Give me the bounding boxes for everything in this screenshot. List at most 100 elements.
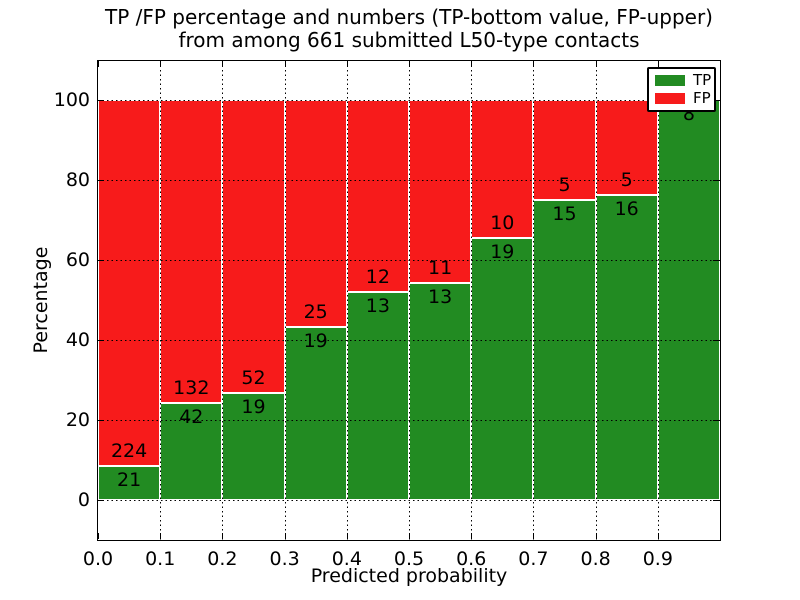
- horizontal-gridline: [98, 180, 720, 181]
- y-tick-mark-right: [713, 420, 719, 421]
- tp-bar-segment: [409, 283, 472, 500]
- horizontal-gridline: [98, 100, 720, 101]
- y-tick-mark: [98, 500, 104, 501]
- legend-entry-tp: TP: [655, 71, 712, 90]
- fp-count-label: 25: [303, 301, 328, 324]
- x-tick-label: 0.4: [331, 548, 362, 570]
- tp-bar-segment: [346, 292, 409, 500]
- y-tick-label: 0: [77, 489, 90, 511]
- horizontal-gridline: [98, 420, 720, 421]
- fp-count-label: 12: [365, 266, 390, 288]
- fp-count-label: 52: [241, 366, 266, 389]
- fp-bar-segment: [222, 100, 285, 393]
- tp-bar-segment: [98, 465, 161, 500]
- y-tick-label: 80: [65, 169, 90, 191]
- x-tick-mark-top: [222, 61, 224, 67]
- vertical-gridline: [657, 61, 659, 540]
- x-tick-mark-top: [595, 61, 597, 67]
- x-tick-label: 0.7: [518, 548, 549, 570]
- x-tick-label: 0.2: [207, 548, 238, 570]
- y-tick-mark-right: [713, 340, 719, 341]
- fp-bar-segment: [160, 100, 223, 404]
- vertical-gridline: [284, 61, 286, 540]
- tp-bar-segment: [533, 200, 596, 500]
- tp-bar-segment: [160, 403, 223, 500]
- y-tick-label: 60: [65, 249, 90, 271]
- x-tick-mark-top: [471, 61, 473, 67]
- legend-label-fp: FP: [693, 88, 711, 107]
- legend: TP FP: [647, 67, 716, 112]
- x-tick-mark: [471, 533, 473, 539]
- y-tick-mark-right: [713, 180, 719, 181]
- tp-bar-segment: [284, 327, 347, 500]
- x-tick-label: 0.0: [82, 548, 114, 570]
- x-tick-mark-top: [160, 61, 162, 67]
- fp-bar-segment: [98, 100, 161, 466]
- plot-area: 224 21 132 42 52 19 25 19 12 13 11 13 10 19 5 15 5 16 8: [97, 60, 721, 541]
- x-tick-mark-top: [346, 61, 348, 67]
- x-tick-label: 0.1: [145, 548, 176, 570]
- x-tick-label: 0.9: [642, 548, 673, 570]
- x-tick-mark-top: [409, 61, 410, 67]
- vertical-gridline: [533, 61, 535, 540]
- x-tick-mark: [98, 533, 99, 539]
- x-tick-mark-top: [98, 61, 99, 67]
- tp-count-label: 15: [552, 203, 577, 225]
- tp-count-label: 16: [614, 198, 639, 221]
- y-tick-mark: [98, 180, 104, 181]
- y-tick-mark-right: [713, 100, 719, 101]
- chart-title-line2: from among 661 submitted L50-type contac…: [178, 28, 640, 52]
- x-tick-label: 0.6: [456, 548, 487, 570]
- fp-count-label: 5: [558, 174, 571, 196]
- horizontal-gridline: [98, 340, 720, 341]
- y-tick-label: 40: [65, 329, 90, 351]
- fp-count-label: 224: [110, 439, 148, 462]
- vertical-gridline: [409, 61, 410, 540]
- x-tick-mark: [533, 533, 535, 539]
- tp-count-label: 19: [303, 330, 328, 353]
- fp-color-swatch: [655, 92, 685, 104]
- x-tick-mark: [222, 533, 224, 539]
- y-tick-label: 100: [53, 89, 90, 111]
- vertical-gridline: [346, 61, 348, 540]
- y-tick-mark-right: [713, 500, 719, 501]
- y-axis-label: Percentage: [30, 246, 52, 354]
- tp-bar-segment: [657, 100, 720, 500]
- legend-entry-fp: FP: [655, 88, 711, 107]
- vertical-gridline: [595, 61, 597, 540]
- fp-bar-segment: [409, 100, 472, 284]
- tp-color-swatch: [655, 75, 685, 87]
- horizontal-gridline: [98, 260, 720, 261]
- tp-count-label: 13: [428, 286, 453, 309]
- fp-count-label: 5: [620, 169, 633, 192]
- chart-title: TP /FP percentage and numbers (TP-bottom…: [98, 6, 720, 52]
- x-tick-mark-top: [533, 61, 535, 67]
- x-tick-mark: [595, 533, 597, 539]
- x-tick-mark: [346, 533, 348, 539]
- fp-bar-segment: [471, 100, 534, 238]
- tp-count-label: 13: [365, 295, 390, 317]
- y-tick-mark: [98, 340, 104, 341]
- fp-bar-segment: [284, 100, 347, 328]
- x-tick-label: 0.5: [393, 548, 425, 570]
- x-axis-label: Predicted probability: [310, 565, 508, 587]
- fp-count-label: 10: [490, 211, 515, 234]
- tp-count-label: 21: [117, 468, 142, 491]
- y-tick-mark: [98, 260, 104, 261]
- legend-label-tp: TP: [693, 71, 712, 90]
- fp-count-label: 132: [173, 377, 210, 400]
- y-tick-mark: [98, 100, 104, 101]
- tp-count-label: 19: [241, 395, 266, 418]
- x-tick-mark: [657, 533, 659, 539]
- x-tick-mark: [284, 533, 286, 539]
- chart-title-line1: TP /FP percentage and numbers (TP-bottom…: [105, 5, 713, 29]
- x-tick-label: 0.3: [269, 548, 300, 570]
- y-tick-mark-right: [713, 260, 719, 261]
- fp-count-label: 11: [428, 257, 453, 280]
- tp-count-label: 42: [179, 406, 204, 429]
- tp-bar-segment: [471, 237, 534, 500]
- y-tick-label: 20: [65, 409, 90, 431]
- x-tick-mark-top: [657, 61, 659, 67]
- vertical-gridline: [471, 61, 473, 540]
